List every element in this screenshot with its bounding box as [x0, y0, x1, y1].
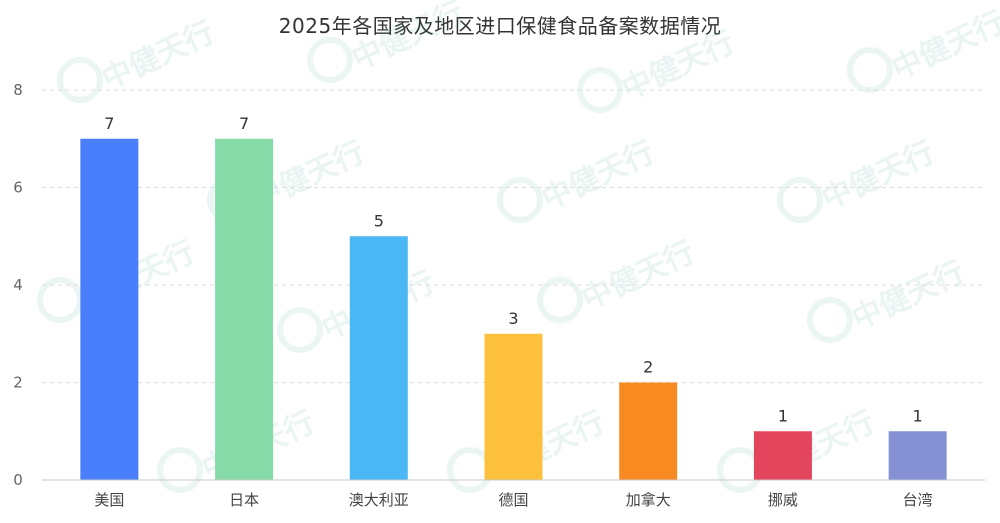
bar: [888, 431, 947, 480]
x-tick-label: 美国: [94, 491, 124, 509]
data-label: 7: [239, 114, 249, 133]
y-tick-label: 8: [13, 81, 23, 99]
watermark-text: 中健天行: [847, 255, 971, 337]
watermark-logo-icon: [37, 277, 83, 323]
y-tick-label: 2: [13, 374, 23, 392]
bar: [753, 431, 812, 480]
data-label: 2: [643, 358, 653, 377]
watermark-logo-icon: [57, 57, 103, 103]
x-tick-label: 德国: [498, 491, 528, 509]
y-tick-label: 0: [13, 471, 23, 489]
watermark-text: 中健天行: [347, 0, 471, 77]
watermark-logo-icon: [807, 297, 853, 343]
y-tick-label: 4: [13, 276, 23, 294]
x-tick-label: 挪威: [768, 491, 798, 509]
bar: [619, 382, 678, 480]
data-label: 7: [104, 114, 114, 133]
watermark-text: 中健天行: [97, 15, 221, 97]
watermark-logo-icon: [277, 307, 323, 353]
watermark-text: 中健天行: [887, 5, 1000, 87]
watermark-logo-icon: [307, 37, 353, 83]
y-axis-ticks: 0 2 4 6 8: [13, 81, 23, 489]
watermark-logo-icon: [847, 47, 893, 93]
data-label: 1: [913, 406, 923, 425]
x-tick-label: 台湾: [903, 491, 933, 509]
gridlines: [42, 89, 985, 383]
bars: [80, 138, 947, 480]
watermark-logo-icon: [777, 177, 823, 223]
bar: [80, 138, 139, 480]
data-label: 3: [508, 309, 518, 328]
chart-title: 2025年各国家及地区进口保健食品备案数据情况: [278, 14, 722, 38]
data-label: 1: [778, 406, 788, 425]
y-tick-label: 6: [13, 179, 23, 197]
watermark-text: 中健天行: [617, 25, 741, 107]
watermark-logo-icon: [157, 447, 203, 493]
watermark-text: 中健天行: [537, 135, 661, 217]
watermark-text: 中健天行: [577, 235, 701, 317]
data-labels: 7 7 5 3 2 1 1: [104, 114, 922, 426]
x-tick-label: 加拿大: [626, 491, 671, 509]
x-tick-label: 澳大利亚: [349, 491, 409, 509]
data-label: 5: [374, 211, 384, 230]
watermark-logo-icon: [447, 447, 493, 493]
x-tick-label: 日本: [229, 491, 259, 509]
x-axis-ticks: 美国 日本 澳大利亚 德国 加拿大 挪威 台湾: [94, 491, 932, 509]
watermark-text: 中健天行: [817, 135, 941, 217]
bar: [349, 236, 408, 480]
watermark-logo-icon: [497, 177, 543, 223]
bar: [484, 333, 543, 480]
bar: [215, 138, 274, 480]
watermark-logo-icon: [537, 277, 583, 323]
